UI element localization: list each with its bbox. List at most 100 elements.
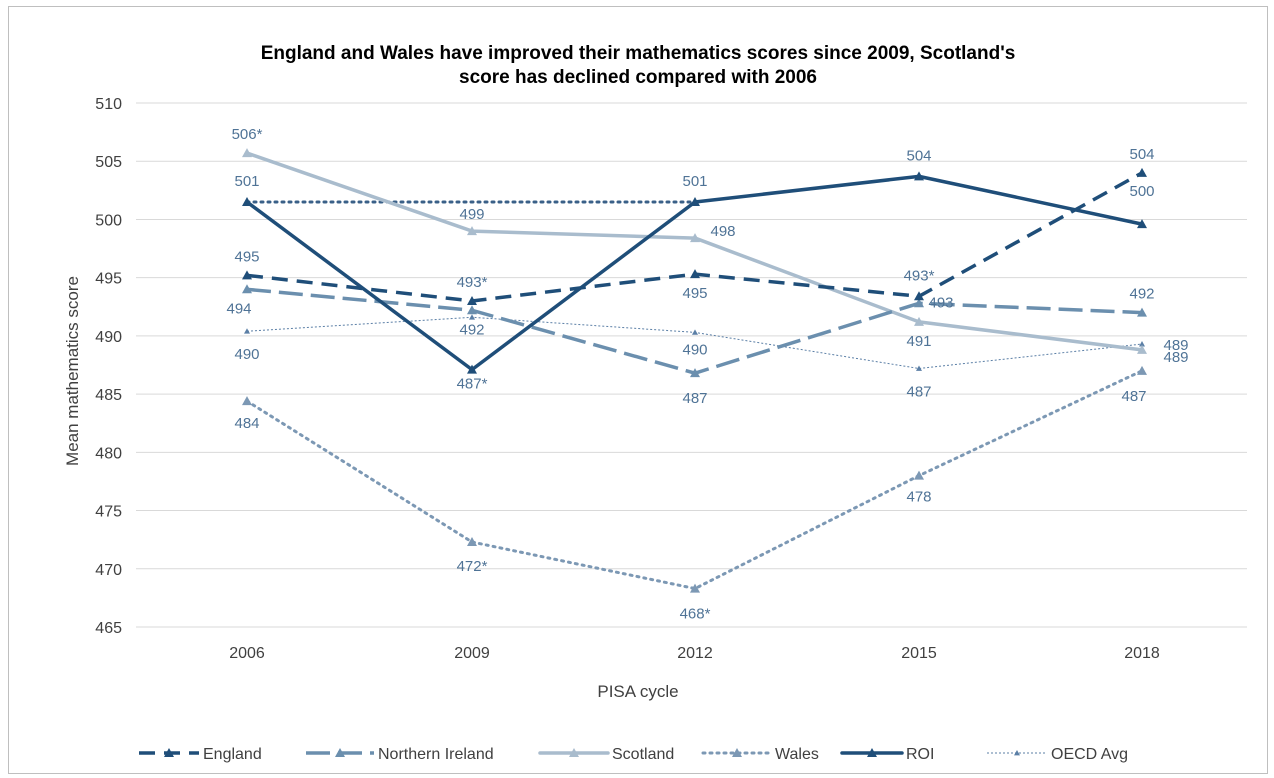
legend-label: Northern Ireland bbox=[378, 746, 494, 763]
y-tick-label: 510 bbox=[95, 96, 122, 113]
data-label: 492 bbox=[459, 321, 484, 338]
line-chart: England and Wales have improved their ma… bbox=[63, 43, 1247, 763]
data-point bbox=[690, 233, 700, 243]
data-point bbox=[914, 298, 924, 308]
legend-marker bbox=[164, 748, 174, 757]
data-point bbox=[467, 364, 477, 374]
legend-marker bbox=[732, 748, 742, 757]
legend: England Northern Ireland Scotland Wales ROI O… bbox=[139, 746, 1128, 763]
chart-title-line-1: England and Wales have improved their ma… bbox=[261, 43, 1016, 64]
chart-frame: England and Wales have improved their ma… bbox=[8, 6, 1268, 774]
data-point bbox=[914, 316, 924, 326]
data-label: 493* bbox=[904, 267, 935, 284]
data-point bbox=[244, 328, 250, 334]
data-label: 472* bbox=[457, 558, 488, 575]
data-point bbox=[916, 365, 922, 371]
data-label: 487 bbox=[906, 383, 931, 400]
y-axis-title: Mean mathematics score bbox=[63, 276, 82, 466]
chart-title-line-2: score has declined compared with 2006 bbox=[459, 67, 817, 88]
series-northern-ireland bbox=[242, 284, 1147, 378]
legend-item-wales: Wales bbox=[701, 746, 819, 763]
data-label: 504 bbox=[1129, 146, 1154, 163]
legend-label: Scotland bbox=[612, 746, 674, 763]
x-axis-ticks: 2006 2009 2012 2015 2018 bbox=[229, 645, 1160, 662]
data-label: 504 bbox=[906, 147, 931, 164]
data-label: 491 bbox=[906, 333, 931, 350]
data-label: 493 bbox=[928, 294, 953, 311]
data-point bbox=[242, 148, 252, 158]
data-label: 498 bbox=[710, 223, 735, 240]
data-label: 495 bbox=[682, 285, 707, 302]
data-point bbox=[467, 295, 477, 305]
data-label: 494 bbox=[226, 300, 251, 317]
series-england bbox=[242, 167, 1147, 305]
y-tick-label: 480 bbox=[95, 445, 122, 462]
data-point bbox=[690, 196, 700, 206]
y-axis-ticks: 465 470 475 480 485 490 495 500 505 510 bbox=[95, 96, 122, 637]
data-label: 501 bbox=[234, 173, 259, 190]
data-label: 487* bbox=[457, 376, 488, 393]
data-label: 495 bbox=[234, 248, 259, 265]
x-tick-label: 2015 bbox=[901, 645, 937, 662]
data-point bbox=[242, 196, 252, 206]
legend-item-northern-ireland: Northern Ireland bbox=[306, 746, 494, 763]
data-label: 490 bbox=[234, 346, 259, 363]
x-tick-label: 2012 bbox=[677, 645, 713, 662]
x-tick-label: 2018 bbox=[1124, 645, 1160, 662]
data-point bbox=[467, 305, 477, 315]
data-point bbox=[242, 284, 252, 294]
y-tick-label: 495 bbox=[95, 271, 122, 288]
data-label: 489 bbox=[1163, 349, 1188, 366]
data-label: 493* bbox=[457, 274, 488, 291]
data-point bbox=[242, 270, 252, 280]
data-point bbox=[467, 226, 477, 236]
y-tick-label: 475 bbox=[95, 504, 122, 521]
data-point bbox=[1137, 167, 1147, 177]
legend-item-roi: ROI bbox=[840, 746, 934, 763]
legend-label: ROI bbox=[906, 746, 934, 763]
data-point bbox=[1137, 307, 1147, 317]
legend-label: England bbox=[203, 746, 262, 763]
y-tick-label: 465 bbox=[95, 620, 122, 637]
data-point bbox=[690, 269, 700, 279]
data-point bbox=[914, 171, 924, 181]
series-wales bbox=[242, 365, 1147, 593]
data-label: 506* bbox=[232, 126, 263, 143]
y-tick-label: 490 bbox=[95, 329, 122, 346]
legend-marker bbox=[1014, 750, 1020, 756]
data-label: 487 bbox=[682, 390, 707, 407]
x-axis-title: PISA cycle bbox=[597, 682, 678, 701]
legend-marker bbox=[867, 748, 877, 757]
data-label: 492 bbox=[1129, 286, 1154, 303]
data-point bbox=[914, 291, 924, 301]
data-point bbox=[692, 329, 698, 335]
series-layer bbox=[242, 148, 1147, 593]
data-label: 487 bbox=[1121, 388, 1146, 405]
data-point bbox=[469, 314, 475, 320]
legend-item-oecd-avg: OECD Avg bbox=[987, 746, 1128, 763]
y-tick-label: 500 bbox=[95, 212, 122, 229]
data-labels-layer: 495 493* 495 493* 504 494 492 487 493 492 506* 499 4… bbox=[226, 126, 1188, 623]
legend-item-england: England bbox=[139, 746, 262, 763]
data-point bbox=[1137, 219, 1147, 229]
data-point bbox=[690, 583, 700, 593]
x-tick-label: 2009 bbox=[454, 645, 490, 662]
data-label: 478 bbox=[906, 489, 931, 506]
data-label: 499 bbox=[459, 206, 484, 223]
data-label: 500 bbox=[1129, 183, 1154, 200]
y-tick-label: 485 bbox=[95, 387, 122, 404]
series-roi bbox=[242, 171, 1147, 374]
series-scotland bbox=[242, 148, 1147, 354]
data-point bbox=[242, 396, 252, 406]
data-point bbox=[1137, 365, 1147, 375]
data-label: 468* bbox=[680, 606, 711, 623]
data-label: 490 bbox=[682, 341, 707, 358]
data-label: 489 bbox=[1163, 337, 1188, 354]
data-point bbox=[1139, 341, 1145, 347]
legend-label: OECD Avg bbox=[1051, 746, 1128, 763]
legend-marker bbox=[335, 748, 345, 757]
y-tick-label: 470 bbox=[95, 562, 122, 579]
data-label: 501 bbox=[682, 173, 707, 190]
gridlines bbox=[136, 102, 1247, 628]
series-oecd-avg bbox=[244, 314, 1145, 371]
